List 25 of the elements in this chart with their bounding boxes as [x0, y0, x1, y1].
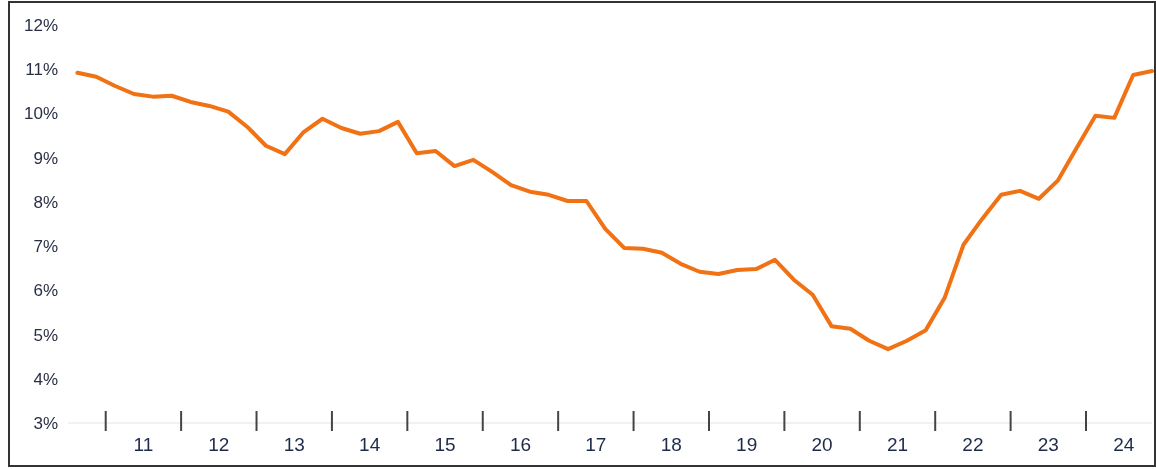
x-tick-label: 24	[1113, 434, 1135, 455]
y-tick-label: 6%	[33, 281, 58, 301]
x-tick-label: 20	[811, 434, 833, 455]
y-tick-label: 8%	[33, 192, 58, 212]
line-series	[75, 68, 1154, 352]
y-tick-label: 12%	[23, 15, 58, 35]
x-tick-label: 15	[434, 434, 456, 455]
x-tick-label: 14	[359, 434, 381, 455]
x-tick-label: 13	[283, 434, 305, 455]
y-tick-label: 5%	[33, 325, 58, 345]
x-tick-label: 21	[886, 434, 909, 455]
y-tick-label: 11%	[25, 60, 58, 80]
x-tick-label: 11	[133, 434, 154, 455]
x-tick-label: 23	[1037, 434, 1059, 455]
y-tick-label: 7%	[33, 237, 58, 257]
x-tick-label: 18	[660, 434, 682, 455]
y-tick-label: 9%	[33, 148, 58, 168]
x-tick-label: 19	[736, 434, 758, 455]
y-tick-label: 3%	[33, 413, 58, 433]
y-tick-label: 10%	[23, 104, 58, 124]
x-tick-label: 17	[585, 434, 607, 455]
x-tick-label: 16	[509, 434, 532, 455]
x-tick-label: 22	[962, 434, 984, 455]
y-tick-label: 4%	[33, 369, 58, 389]
x-tick-label: 12	[208, 434, 230, 455]
